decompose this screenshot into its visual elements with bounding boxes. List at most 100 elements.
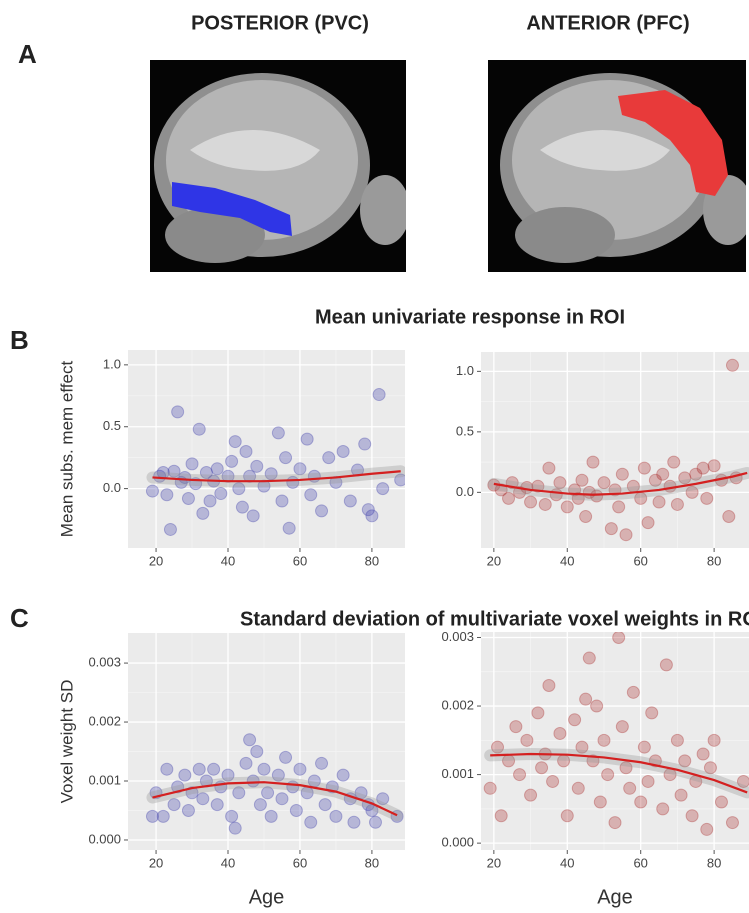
x-tick-label: 20 [149,855,163,870]
point [660,659,672,671]
point [373,389,385,401]
point [580,511,592,523]
row-title: Standard deviation of multivariate voxel… [240,608,749,630]
point [609,817,621,829]
point [157,810,169,822]
point [657,803,669,815]
x-tick-label: 60 [633,553,647,568]
point [370,816,382,828]
point [182,493,194,505]
point [514,769,526,781]
point [254,799,266,811]
point [547,775,559,787]
point [172,406,184,418]
point [182,804,194,816]
point [211,799,223,811]
point [525,789,537,801]
y-axis-label: Voxel weight SD [57,680,76,804]
point [580,693,592,705]
point [561,501,573,513]
point [536,762,548,774]
point [726,359,738,371]
point [305,816,317,828]
point [642,517,654,529]
point [594,796,606,808]
point [337,769,349,781]
point [635,796,647,808]
point [197,507,209,519]
point [554,727,566,739]
x-tick-label: 80 [707,553,721,568]
point [624,782,636,794]
point [208,763,220,775]
x-tick-label: 60 [293,855,307,870]
point [280,751,292,763]
point [348,816,360,828]
panel-label: B [10,325,29,355]
x-tick-label: 60 [293,553,307,568]
point [701,823,713,835]
point [620,529,632,541]
y-tick-label: 0.001 [441,766,474,781]
image-title: ANTERIOR (PFC) [526,12,689,34]
y-tick-label: 0.001 [88,772,121,787]
x-tick-label: 80 [365,553,379,568]
point [366,510,378,522]
x-tick-label: 60 [633,855,647,870]
point [532,707,544,719]
panel-label: C [10,603,29,633]
y-axis-label: Mean subs. mem effect [57,361,76,538]
y-tick-label: 1.0 [456,363,474,378]
x-tick-label: 80 [365,855,379,870]
point [265,810,277,822]
point [215,488,227,500]
point [294,463,306,475]
point [344,495,356,507]
point [204,495,216,507]
y-tick-label: 1.0 [103,356,121,371]
row-title: Mean univariate response in ROI [315,306,625,328]
point [359,438,371,450]
image-title: POSTERIOR (PVC) [191,12,369,34]
point [179,769,191,781]
x-tick-label: 20 [149,553,163,568]
point [587,456,599,468]
point [161,763,173,775]
point [616,468,628,480]
point [316,757,328,769]
point [193,763,205,775]
x-tick-label: 40 [560,553,574,568]
point [503,492,515,504]
point [240,445,252,457]
point [627,686,639,698]
point [657,468,669,480]
point [319,799,331,811]
point [543,462,555,474]
point [646,707,658,719]
y-tick-label: 0.002 [441,697,474,712]
point [276,793,288,805]
point [294,763,306,775]
point [697,748,709,760]
point [605,523,617,535]
brain-image [488,60,749,272]
point [146,485,158,497]
point [330,810,342,822]
point [583,652,595,664]
point [301,433,313,445]
point [521,734,533,746]
point [323,452,335,464]
x-tick-label: 40 [221,855,235,870]
point [572,782,584,794]
point [525,496,537,508]
point [283,522,295,534]
point [723,511,735,523]
x-tick-label: 40 [221,553,235,568]
y-tick-label: 0.5 [103,418,121,433]
point [290,804,302,816]
x-tick-label: 40 [560,855,574,870]
y-tick-label: 0.5 [456,423,474,438]
point [686,810,698,822]
